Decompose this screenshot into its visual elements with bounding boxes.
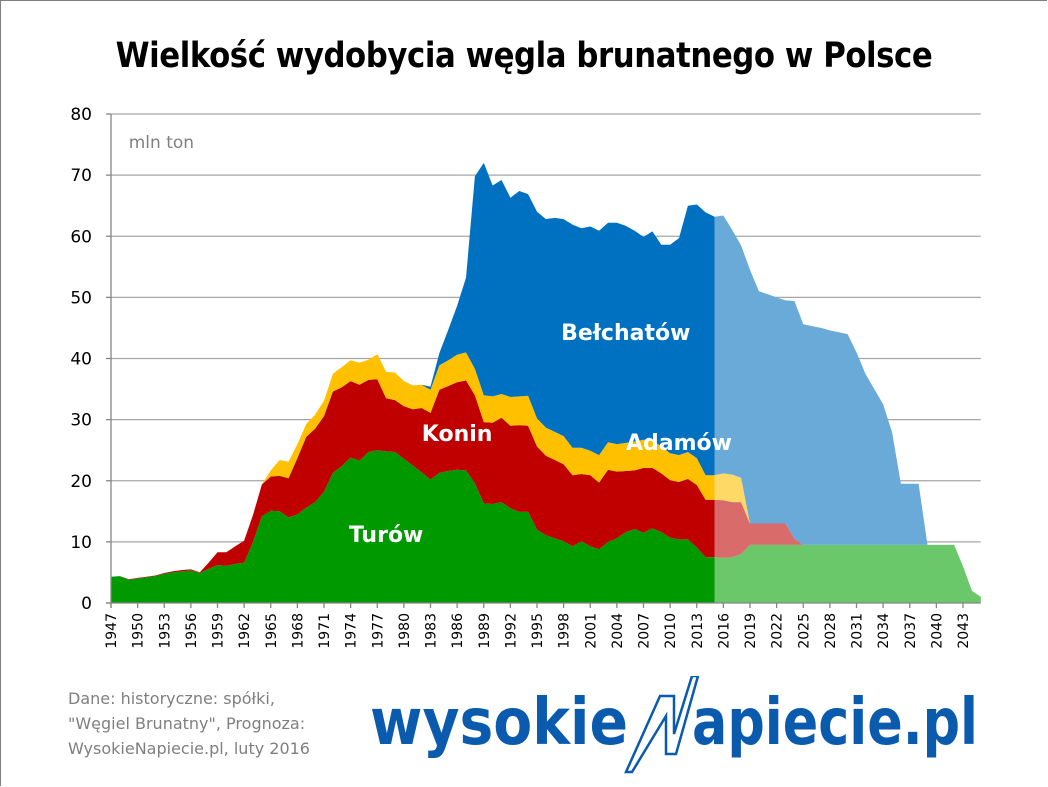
- series-label-bechatw: Bełchatów: [561, 321, 690, 346]
- x-tick-label: 2010: [663, 613, 679, 649]
- logo-text-right: apiecie.pl: [692, 686, 978, 760]
- x-tick-label: 1977: [370, 613, 386, 649]
- area-adamow-forecast: [714, 473, 981, 597]
- x-tick-label: 2013: [690, 613, 706, 649]
- y-tick-label: 70: [70, 166, 92, 186]
- series-label-konin: Konin: [422, 422, 493, 447]
- x-tick-label: 1968: [290, 613, 306, 649]
- y-axis-ticks: 0 10 20 30 40 50 60 70 80: [70, 105, 111, 614]
- x-tick-label: 1965: [264, 613, 280, 649]
- area-adamow-historical: [111, 352, 715, 580]
- x-tick-label: 1980: [397, 613, 413, 649]
- lightning-bolt-icon: [624, 676, 700, 774]
- x-tick-label: 1956: [184, 613, 200, 649]
- x-tick-label: 1998: [557, 613, 573, 649]
- x-tick-label: 2031: [850, 613, 866, 649]
- source-line-3: WysokieNapiecie.pl, luty 2016: [68, 739, 310, 758]
- x-tick-label: 1947: [104, 613, 120, 649]
- x-tick-label: 2019: [743, 613, 759, 649]
- chart-title: Wielkość wydobycia węgla brunatnego w Po…: [115, 36, 933, 76]
- y-tick-label: 10: [70, 533, 92, 553]
- wysokienapiecie-logo: wysokie apiecie.pl: [370, 676, 980, 780]
- x-tick-label: 2037: [903, 613, 919, 649]
- x-tick-label: 2034: [876, 613, 892, 649]
- x-tick-label: 1971: [317, 613, 333, 649]
- x-tick-label: 2004: [610, 613, 626, 649]
- area-turow-historical: [111, 450, 715, 603]
- x-tick-label: 2040: [929, 613, 945, 649]
- y-tick-label: 40: [70, 350, 92, 370]
- y-tick-label: 60: [70, 227, 92, 247]
- x-tick-label: 1992: [503, 613, 519, 649]
- x-tick-label: 1989: [477, 613, 493, 649]
- x-tick-label: 1953: [157, 613, 173, 649]
- x-axis-ticks: 1947 1950 1953 1956 1959 1962 1965 1968 1971 1974…: [104, 603, 972, 649]
- source-note: Dane: historyczne: spółki, "Węgiel Bruna…: [68, 686, 358, 761]
- data-areas: [111, 162, 981, 603]
- y-tick-label: 30: [70, 411, 92, 431]
- series-labels: Turów Konin Adamów Bełchatów: [349, 321, 732, 548]
- x-tick-label: 2028: [823, 613, 839, 649]
- x-tick-label: 2007: [637, 613, 653, 649]
- x-tick-label: 1995: [530, 613, 546, 649]
- x-tick-label: 1959: [211, 613, 227, 649]
- series-label-turw: Turów: [349, 523, 424, 548]
- source-line-1: Dane: historyczne: spółki,: [68, 689, 275, 708]
- x-tick-label: 1983: [424, 613, 440, 649]
- logo-svg: wysokie apiecie.pl: [370, 676, 978, 774]
- x-tick-label: 1974: [344, 613, 360, 649]
- x-tick-label: 2022: [770, 613, 786, 649]
- x-tick-label: 2001: [583, 613, 599, 649]
- y-tick-label: 50: [70, 288, 92, 308]
- area-konin-historical: [111, 379, 715, 580]
- x-tick-label: 1986: [450, 613, 466, 649]
- logo-text-left: wysokie: [370, 686, 628, 760]
- unit-label: mln ton: [129, 133, 194, 153]
- area-belchatow-forecast: [714, 215, 981, 597]
- area-turow-forecast: [714, 544, 981, 603]
- axes: [106, 114, 981, 608]
- x-tick-label: 2025: [796, 613, 812, 649]
- y-tick-label: 80: [70, 105, 92, 125]
- area-belchatow-historical: [111, 162, 715, 580]
- x-tick-label: 1962: [237, 613, 253, 649]
- y-tick-label: 20: [70, 472, 92, 492]
- x-tick-label: 1950: [131, 613, 147, 649]
- x-tick-label: 2016: [716, 613, 732, 649]
- series-label-adamw: Adamów: [626, 431, 732, 456]
- source-line-2: "Węgiel Brunatny", Prognoza:: [68, 714, 306, 733]
- area-konin-forecast: [714, 499, 981, 597]
- x-tick-label: 2043: [956, 613, 972, 649]
- y-tick-label: 0: [81, 594, 92, 614]
